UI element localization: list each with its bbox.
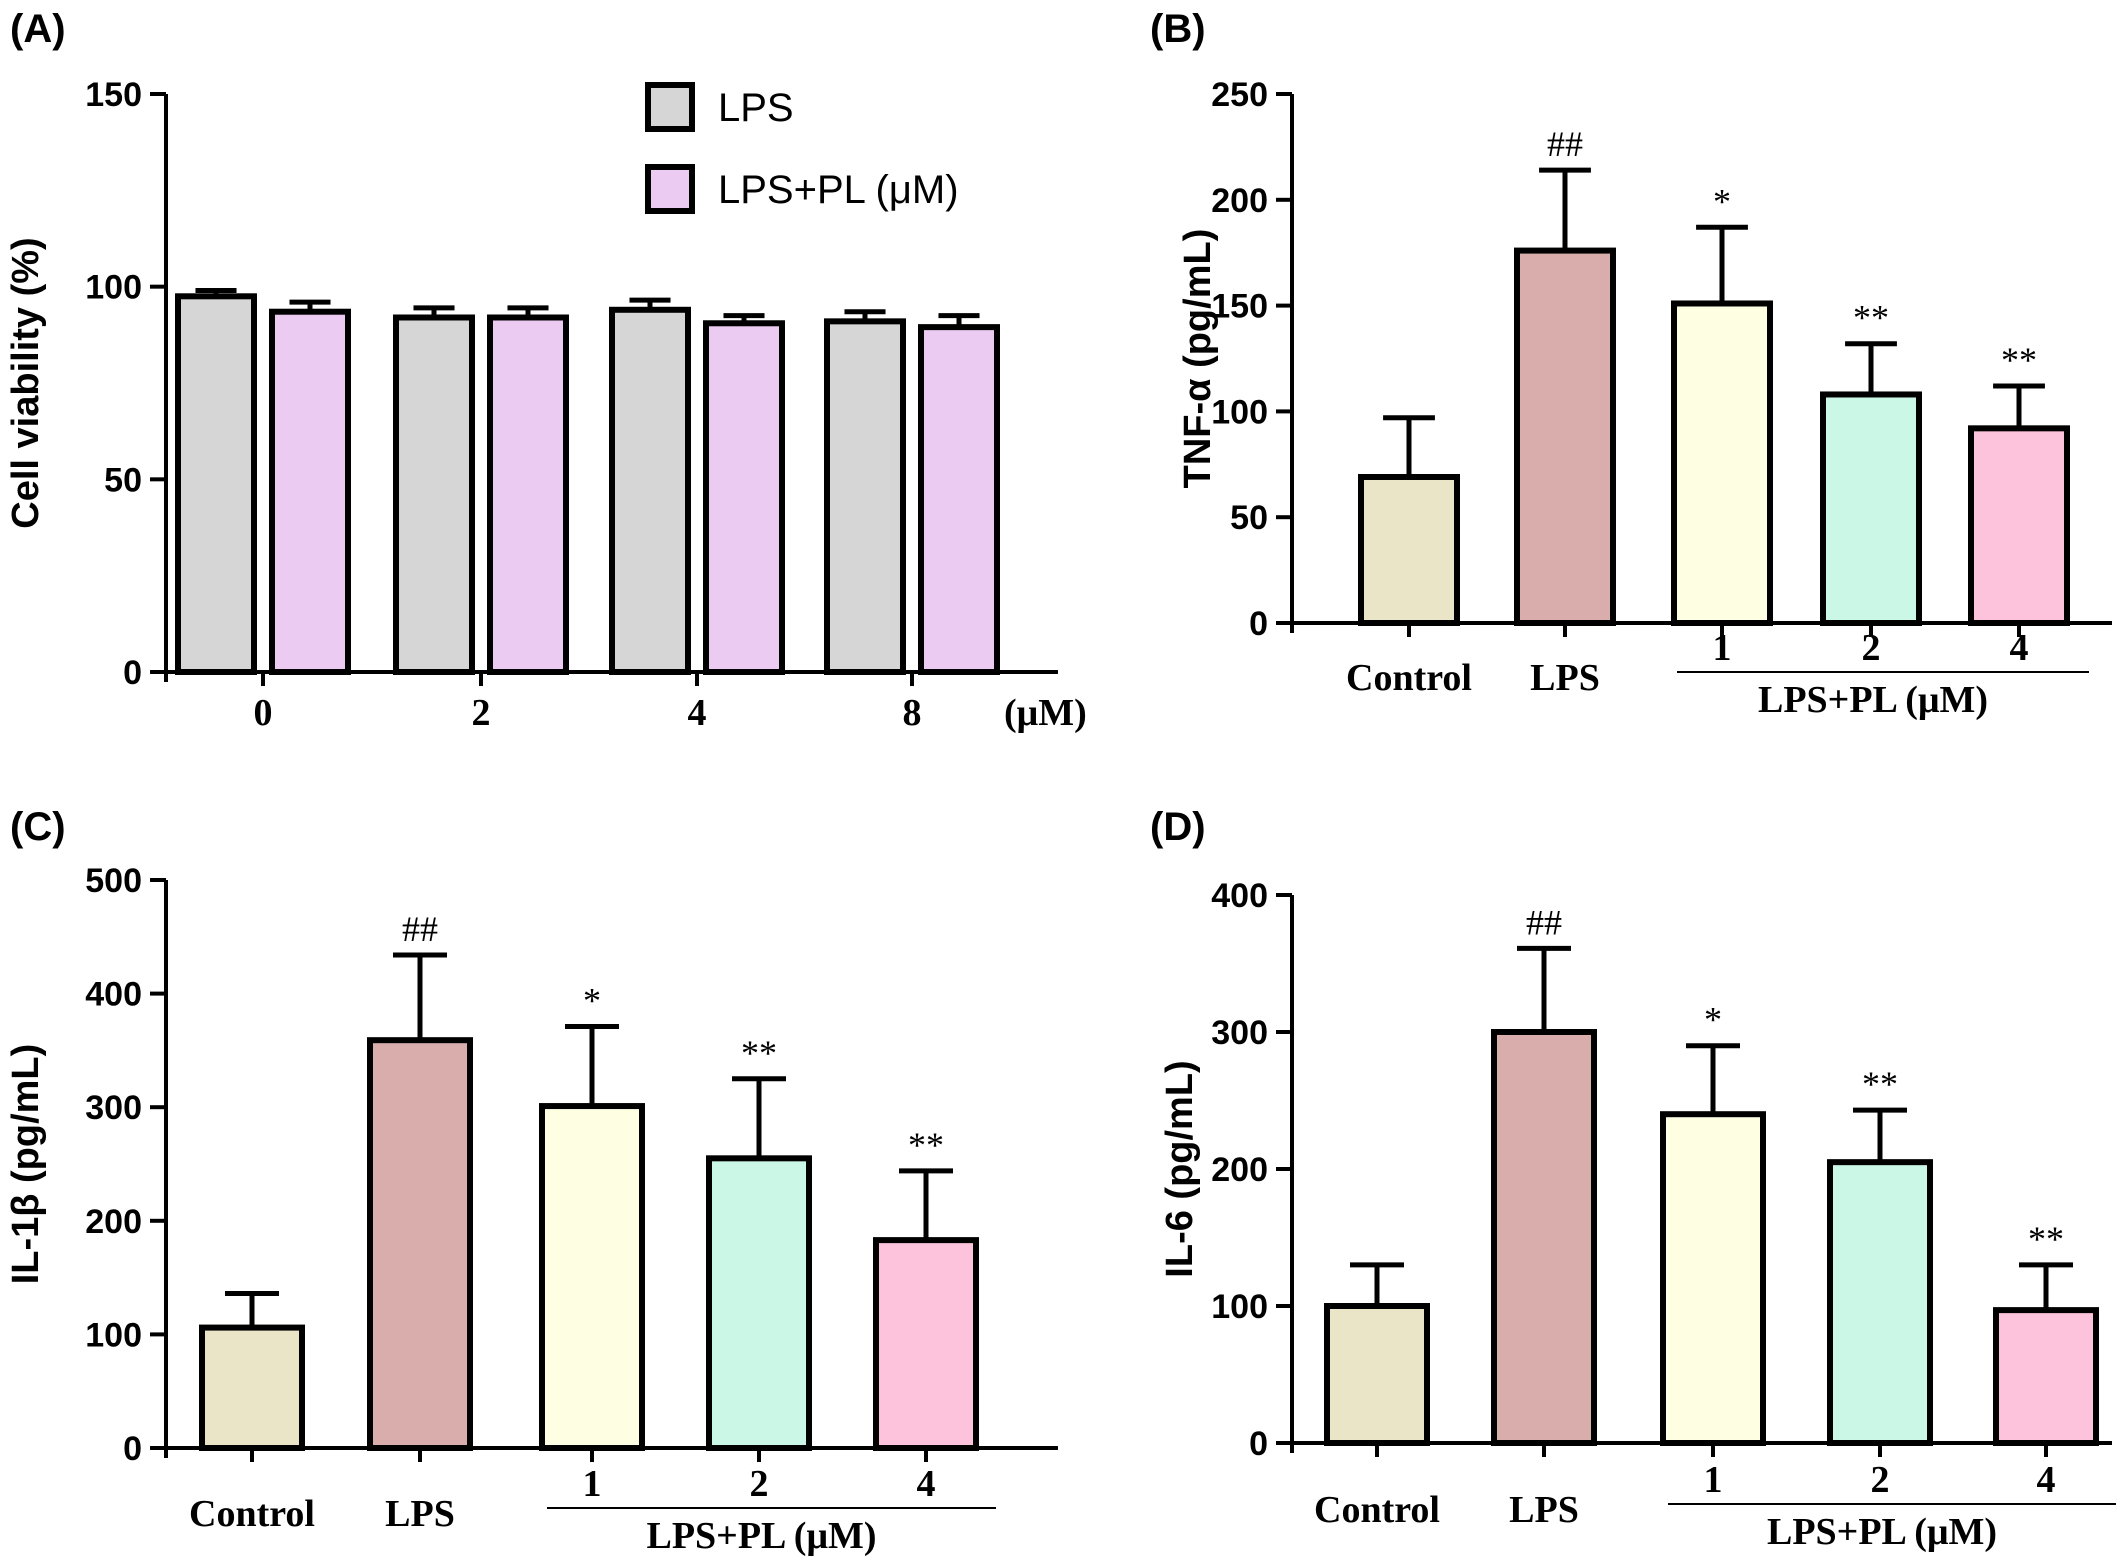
significance-mark: ** — [2001, 340, 2037, 380]
panel-b: (B) 0 50 100 150 200 250 TNF-α (pg/mL) Control LP… — [1150, 7, 2112, 721]
legend-label: LPS+PL (μM) — [718, 168, 959, 212]
panel-a: (A) 0 50 100 150 Cell viability (%) 0 2 4 8 (μM) LP… — [5, 7, 1087, 734]
bar-cat-3 — [1827, 1159, 1933, 1447]
bar-0-lps — [175, 293, 257, 675]
y-tick-label: 250 — [1211, 76, 1268, 114]
y-tick-label: 100 — [85, 269, 142, 307]
significance-mark: ** — [741, 1033, 777, 1073]
y-axis-label: IL-1β (pg/mL) — [5, 1044, 47, 1285]
y-tick-label: 400 — [1211, 877, 1268, 915]
bar-cat-3 — [1820, 391, 1922, 626]
bar-cat-3 — [706, 1155, 812, 1451]
legend-label: LPS — [718, 86, 794, 130]
significance-mark: ## — [402, 909, 438, 949]
bar-8-lps — [824, 318, 906, 675]
bar-cat-2 — [1660, 1111, 1766, 1446]
x-tick-label: 1 — [583, 1463, 602, 1505]
y-tick-label: 100 — [85, 1316, 142, 1354]
significance-mark: ## — [1547, 124, 1583, 164]
x-tick-label: 0 — [254, 692, 273, 734]
significance-mark: ** — [2028, 1219, 2064, 1259]
significance-mark: ** — [908, 1125, 944, 1165]
y-tick-label: 400 — [85, 976, 142, 1014]
x-tick-label: 2 — [472, 692, 491, 734]
y-axis-label: Cell viability (%) — [5, 237, 47, 528]
bar-4-lps-pl — [703, 320, 785, 675]
significance-mark: * — [1713, 181, 1731, 221]
y-tick-label: 150 — [1211, 288, 1268, 326]
bar-cat-4 — [1993, 1307, 2099, 1446]
y-tick-label: 300 — [85, 1089, 142, 1127]
x-tick-label: Control — [1346, 657, 1472, 699]
significance-mark: * — [1704, 1000, 1722, 1040]
significance-mark: ** — [1862, 1064, 1898, 1104]
y-tick-label: 0 — [1249, 1425, 1268, 1463]
bar-cat-1 — [367, 1037, 473, 1452]
bar-cat-1 — [1514, 247, 1616, 626]
y-axis-label: TNF-α (pg/mL) — [1177, 229, 1219, 489]
legend-swatch — [645, 82, 695, 132]
bar-2-lps — [393, 314, 475, 675]
panel-d: (D) 0 100 200 300 400 IL-6 (pg/mL) Control LPS ##… — [1150, 805, 2116, 1553]
x-tick-label: 4 — [2037, 1459, 2056, 1501]
significance-mark: ## — [1526, 902, 1562, 942]
x-tick-label: 1 — [1713, 627, 1732, 669]
x-tick-label: LPS — [385, 1493, 455, 1535]
bar-cat-1 — [1491, 1029, 1597, 1446]
y-tick-label: 100 — [1211, 393, 1268, 431]
panel-label: (D) — [1150, 805, 1206, 849]
group-label: LPS+PL (μM) — [1758, 679, 1988, 721]
bar-cat-2 — [1671, 300, 1773, 626]
bar-cat-2 — [539, 1103, 645, 1451]
bar-cat-0 — [199, 1324, 305, 1451]
x-tick-label: Control — [1314, 1489, 1440, 1531]
y-tick-label: 0 — [123, 654, 142, 692]
significance-mark: * — [583, 981, 601, 1021]
significance-mark: ** — [1853, 298, 1889, 338]
y-tick-label: 200 — [1211, 1151, 1268, 1189]
x-unit-label: (μM) — [1004, 692, 1087, 734]
y-tick-label: 200 — [85, 1203, 142, 1241]
y-axis-label: IL-6 (pg/mL) — [1159, 1060, 1201, 1277]
x-tick-label: 1 — [1704, 1459, 1723, 1501]
y-tick-label: 50 — [104, 461, 142, 499]
bar-4-lps — [609, 306, 691, 675]
x-tick-label: LPS — [1530, 657, 1600, 699]
bar-8-lps-pl — [918, 324, 1000, 675]
x-tick-label: 4 — [2010, 627, 2029, 669]
x-tick-label: 2 — [750, 1463, 769, 1505]
legend-swatch — [645, 164, 695, 214]
panel-label: (A) — [10, 7, 66, 51]
y-tick-label: 150 — [85, 76, 142, 114]
x-tick-label: 2 — [1871, 1459, 1890, 1501]
x-tick-label: LPS — [1509, 1489, 1579, 1531]
group-label: LPS+PL (μM) — [646, 1515, 876, 1557]
bar-cat-0 — [1324, 1303, 1430, 1446]
y-tick-label: 500 — [85, 862, 142, 900]
legend: LPS LPS+PL (μM) — [645, 82, 959, 214]
y-tick-label: 0 — [1249, 605, 1268, 643]
bar-cat-4 — [1968, 425, 2070, 626]
x-tick-label: 2 — [1862, 627, 1881, 669]
group-label: LPS+PL (μM) — [1767, 1511, 1997, 1553]
x-tick-label: 4 — [917, 1463, 936, 1505]
y-tick-label: 0 — [123, 1430, 142, 1468]
bar-cat-4 — [873, 1237, 979, 1452]
y-tick-label: 200 — [1211, 182, 1268, 220]
bar-0-lps-pl — [269, 308, 351, 675]
y-tick-label: 300 — [1211, 1014, 1268, 1052]
bar-2-lps-pl — [487, 314, 569, 675]
bar-cat-0 — [1358, 473, 1460, 626]
y-tick-label: 100 — [1211, 1288, 1268, 1326]
panel-label: (C) — [10, 805, 66, 849]
panel-label: (B) — [1150, 7, 1206, 51]
x-tick-label: 4 — [688, 692, 707, 734]
x-tick-label: Control — [189, 1493, 315, 1535]
x-tick-label: 8 — [903, 692, 922, 734]
panel-c: (C) 0 100 200 300 400 500 IL-1β (pg/mL) Control L… — [5, 805, 1058, 1557]
y-tick-label: 50 — [1230, 499, 1268, 537]
